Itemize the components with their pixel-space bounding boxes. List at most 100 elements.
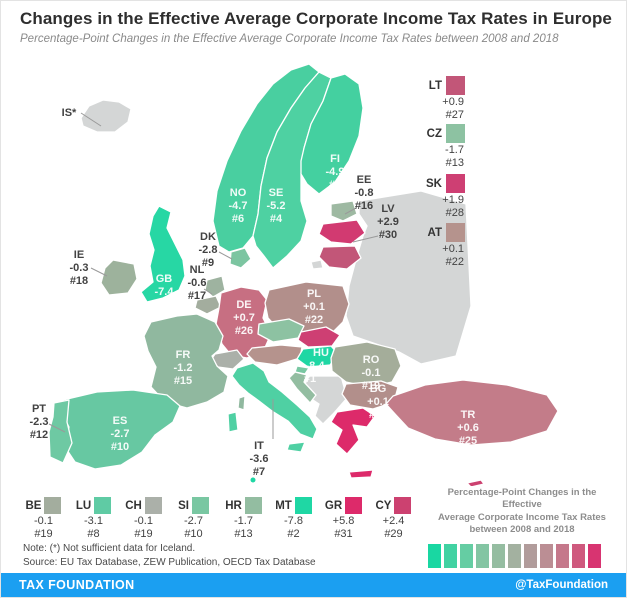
callout-be-swatch [44,497,62,514]
europe-map: NO -4.7 #6 SE -5.2 #4 FI -4.9 #5 GB -7.4… [30,63,559,486]
pointer-line-ee [344,207,357,215]
svg-text:#9: #9 [202,257,214,269]
country-kaliningrad-shape [310,259,324,270]
callout-cy-value: +2.4 [382,515,405,527]
country-ee-shape [330,200,358,222]
svg-text:#7: #7 [253,466,265,478]
country-east-europe-shape [345,190,472,365]
country-cy-shape [466,479,485,486]
svg-text:GB: GB [156,273,173,285]
svg-text:RO: RO [363,354,380,366]
svg-text:#10: #10 [111,441,129,453]
twitter-handle-link[interactable]: @TaxFoundation [515,579,608,591]
pointer-line-nl [203,288,213,295]
svg-text:#1: #1 [304,373,316,385]
svg-text:NO: NO [230,187,247,199]
svg-text:#16: #16 [355,200,373,212]
svg-text:IE: IE [74,249,84,261]
svg-text:#5: #5 [329,179,341,191]
callout-mt-value: -7.8 [284,515,303,527]
country-nl-shape [204,275,226,298]
country-sicily-shape [286,441,306,453]
country-fi-shape [300,73,364,195]
callout-sk: SK +1.9 #28 [419,174,465,219]
callout-cy: CY +2.4 #29 [373,497,414,540]
callout-si-rank: #10 [184,528,203,540]
svg-text:PL: PL [307,288,321,300]
svg-text:BG: BG [370,383,387,395]
map-label-gb: GB -7.4 #3 [155,273,175,311]
callout-cz: CZ -1.7 #13 [419,124,465,169]
map-label-no: NO -4.7 #6 [229,187,248,225]
svg-text:-1.2: -1.2 [174,362,193,374]
callout-lu-rank: #8 [87,528,100,540]
map-label-it: IT -3.6 #7 [250,440,269,478]
svg-text:#4: #4 [270,213,283,225]
callout-lt: LT +0.9 #27 [419,76,465,121]
callout-lu-swatch [94,497,112,514]
callout-hr-value: -1.7 [234,515,253,527]
country-gb-shape [140,205,186,303]
legend-title: Percentage-Point Changes in the Effectiv… [438,487,606,536]
svg-text:-4.7: -4.7 [229,200,248,212]
header: Changes in the Effective Average Corpora… [20,9,616,45]
svg-text:-8.4: -8.4 [306,360,326,372]
callout-cz-code: CZ [426,127,442,140]
country-cz-shape [257,318,305,343]
svg-text:-3.6: -3.6 [250,453,269,465]
callout-at-swatch [446,223,465,242]
callout-gr: GR +5.8 #31 [323,497,364,540]
callout-gr-code: GR [324,499,343,512]
svg-text:#15: #15 [174,375,192,387]
country-tr-shape [385,379,559,446]
callout-at-value: +0.1 [442,243,464,255]
callout-cy-swatch [394,497,412,514]
map-label-fi: FI -4.9 #5 [326,153,345,191]
svg-text:-0.8: -0.8 [355,187,374,199]
svg-text:+0.6: +0.6 [457,422,479,434]
svg-text:DE: DE [236,299,251,311]
svg-text:-5.2: -5.2 [267,200,286,212]
svg-text:-0.1: -0.1 [362,367,381,379]
country-iceland-shape [80,99,132,133]
map-label-tr: TR +0.6 #25 [457,409,479,447]
callout-gr-swatch [345,497,363,514]
legend-swatch-11 [588,544,601,569]
legend: Percentage-Point Changes in the Effectiv… [428,487,616,583]
svg-text:#12: #12 [30,429,48,441]
legend-color-scale [428,544,616,569]
svg-text:-0.3: -0.3 [70,262,89,274]
country-lt-shape [318,245,362,270]
svg-text:PT: PT [32,403,46,415]
country-ie-shape [100,259,138,296]
svg-text:+0.7: +0.7 [233,312,255,324]
map-label-bg: BG +0.1 #22 [367,383,389,421]
callout-cz-value: -1.7 [445,144,464,156]
bottom-callouts: BE -0.1 #19 LU -3.1 #8 CH -0.1 #19 SI -2… [23,497,414,540]
legend-swatch-8 [540,544,553,569]
source-line: Source: EU Tax Database, ZEW Publication… [23,556,316,568]
country-at-shape [246,344,303,366]
callout-cy-code: CY [375,499,392,512]
svg-text:-2.3: -2.3 [30,416,49,428]
callout-lu: LU -3.1 #8 [73,497,114,540]
callout-ch-value: -0.1 [134,515,153,527]
svg-text:-4.9: -4.9 [326,166,345,178]
callout-cz-rank: #13 [445,157,464,169]
svg-text:FR: FR [176,349,191,361]
page-subtitle: Percentage-Point Changes in the Effectiv… [20,33,559,45]
callout-sk-rank: #28 [445,207,464,219]
legend-swatch-3 [460,544,473,569]
country-crete-shape [348,469,374,479]
callout-lt-value: +0.9 [442,96,464,108]
country-hu-shape [296,345,339,368]
svg-text:-2.7: -2.7 [111,428,130,440]
map-label-de: DE +0.7 #26 [233,299,255,337]
callout-si-code: SI [178,499,189,512]
svg-text:-2.8: -2.8 [199,244,218,256]
country-hr-shape [288,371,317,404]
svg-text:#6: #6 [232,213,244,225]
map-label-fr: FR -1.2 #15 [174,349,193,387]
callout-ch-code: CH [125,499,142,512]
pointer-line-pt [48,423,66,433]
